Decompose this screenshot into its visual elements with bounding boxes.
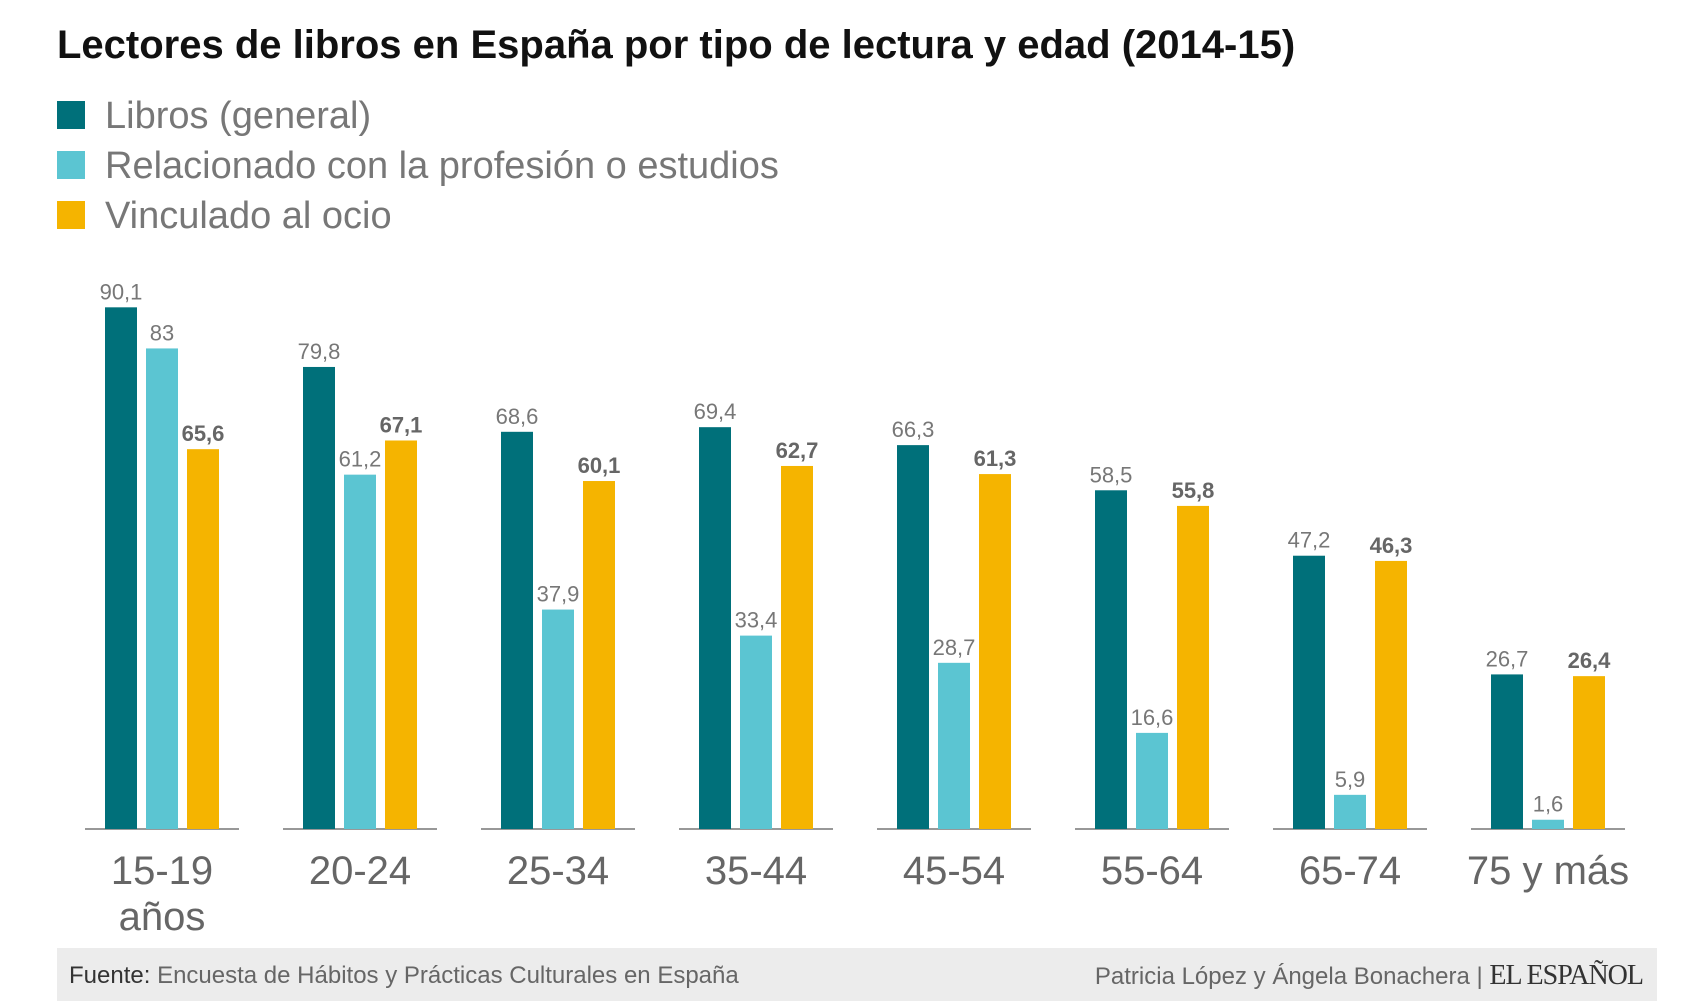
- value-label: 46,3: [1370, 533, 1413, 558]
- bar: [897, 445, 929, 829]
- bar: [542, 609, 574, 829]
- credit-block: Patricia López y Ángela Bonachera | EL E…: [1094, 960, 1644, 991]
- value-label: 67,1: [380, 412, 423, 437]
- x-tick-label: 15-19 años: [110, 849, 214, 939]
- x-tick-label: 65-74: [1298, 849, 1402, 893]
- chart-title: Lectores de libros en España por tipo de…: [57, 23, 1295, 67]
- source: Fuente: Encuesta de Hábitos y Prácticas …: [69, 962, 739, 990]
- value-label: 62,7: [776, 438, 819, 463]
- credit: Patricia López y Ángela Bonachera: [1094, 963, 1470, 990]
- bar: [1136, 732, 1168, 829]
- legend-label: Relacionado con la profesión o estudios: [105, 145, 779, 187]
- value-label: 61,3: [974, 446, 1017, 471]
- value-label: 69,4: [694, 399, 737, 424]
- value-label: 79,8: [298, 339, 341, 364]
- bar: [1375, 560, 1407, 829]
- source-text: Encuesta de Hábitos y Prácticas Cultural…: [157, 962, 739, 989]
- bar: [501, 431, 533, 829]
- bar: [105, 307, 137, 829]
- value-label: 61,2: [339, 447, 382, 472]
- x-tick-label: 20-24: [308, 849, 412, 893]
- x-tick-label: 45-54: [902, 849, 1006, 893]
- bar: [187, 449, 219, 829]
- bar: [979, 474, 1011, 829]
- value-label: 58,5: [1090, 462, 1133, 487]
- chart: Lectores de libros en España por tipo de…: [57, 23, 1625, 830]
- bar: [938, 662, 970, 829]
- value-label: 26,4: [1568, 648, 1612, 673]
- value-label: 68,6: [496, 404, 539, 429]
- value-label: 1,6: [1533, 792, 1564, 817]
- bar: [1491, 674, 1523, 829]
- bar: [1573, 676, 1605, 829]
- source-label: Fuente:: [69, 962, 151, 989]
- value-label: 37,9: [537, 582, 580, 607]
- x-tick-label: 25-34: [506, 849, 610, 893]
- value-label: 65,6: [182, 421, 225, 446]
- brand: EL ESPAÑOL: [1489, 960, 1644, 991]
- legend-swatch: [57, 151, 85, 179]
- bar: [1095, 490, 1127, 829]
- legend-swatch: [57, 101, 85, 129]
- bar: [146, 348, 178, 829]
- value-label: 28,7: [933, 635, 976, 660]
- legend-label: Libros (general): [105, 95, 371, 137]
- bar: [583, 481, 615, 829]
- x-tick-label: 35-44: [704, 849, 808, 893]
- value-label: 60,1: [578, 453, 621, 478]
- value-label: 5,9: [1335, 767, 1366, 792]
- footer: Fuente: Encuesta de Hábitos y Prácticas …: [57, 948, 1657, 1001]
- x-tick-label: 55-64: [1100, 849, 1204, 893]
- bar: [699, 427, 731, 829]
- bar: [1532, 819, 1564, 829]
- bar: [740, 635, 772, 829]
- value-label: 66,3: [892, 417, 935, 442]
- bar: [1293, 555, 1325, 829]
- value-label: 47,2: [1288, 528, 1331, 553]
- value-label: 26,7: [1486, 646, 1529, 671]
- bar: [385, 440, 417, 829]
- value-label: 83: [150, 320, 174, 345]
- value-label: 16,6: [1131, 705, 1174, 730]
- legend-label: Vinculado al ocio: [105, 195, 392, 237]
- x-tick-label: 75 y más: [1466, 849, 1630, 893]
- legend-swatch: [57, 201, 85, 229]
- value-label: 55,8: [1172, 478, 1215, 503]
- bar: [781, 465, 813, 829]
- bar: [1334, 794, 1366, 829]
- value-label: 90,1: [100, 279, 143, 304]
- value-label: 33,4: [735, 608, 778, 633]
- bar: [344, 474, 376, 829]
- bar: [303, 366, 335, 829]
- bar: [1177, 505, 1209, 829]
